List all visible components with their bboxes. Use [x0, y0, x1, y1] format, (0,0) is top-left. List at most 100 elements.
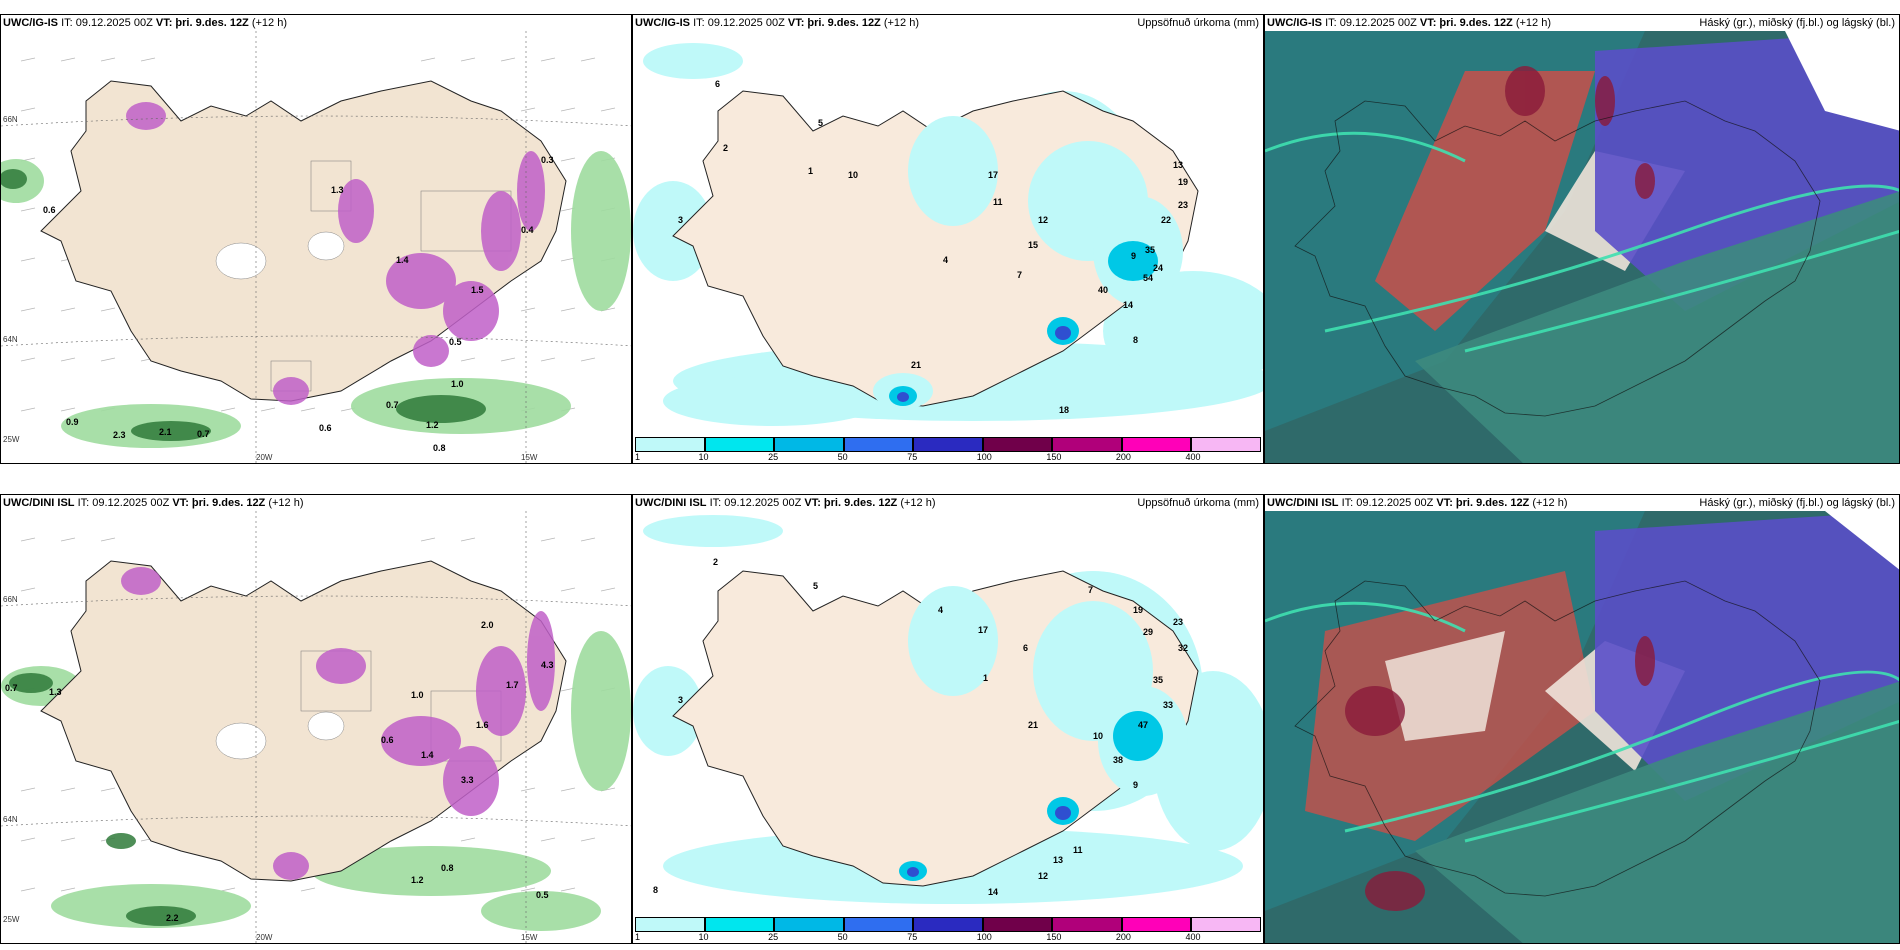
value-label: 3	[678, 695, 684, 705]
colorbar-swatch	[704, 917, 775, 932]
value-label: 6	[1023, 643, 1029, 653]
panel-header: UWC/IG-IS IT: 09.12.2025 00Z VT: þri. 9.…	[1267, 17, 1552, 29]
value-label: 8	[1133, 335, 1139, 345]
colorbar-tick: 400	[1185, 932, 1201, 942]
panel-weather-bottom-left: UWC/DINI ISL IT: 09.12.2025 00Z VT: þri.…	[0, 494, 632, 944]
value-label: 8	[653, 885, 659, 895]
value-label: 33	[1163, 700, 1174, 710]
value-label: 0.6	[43, 205, 56, 215]
colorbar-swatch	[913, 437, 983, 452]
lat-label-66n: 66N	[3, 115, 18, 124]
panel-precip-bottom-middle: UWC/DINI ISL IT: 09.12.2025 00Z VT: þri.…	[632, 494, 1264, 944]
value-label: 14	[1123, 300, 1134, 310]
lat-label-64n: 64N	[3, 815, 18, 824]
value-label: 12	[1038, 215, 1049, 225]
value-label: 35	[1145, 245, 1156, 255]
lon-label-25w: 25W	[3, 435, 20, 444]
value-label: 0.7	[5, 683, 18, 693]
colorbar-tick: 150	[1046, 932, 1062, 942]
colorbar-swatch	[913, 917, 983, 932]
value-label: 0.3	[541, 155, 554, 165]
panel-precip-top-middle: UWC/IG-IS IT: 09.12.2025 00Z VT: þri. 9.…	[632, 14, 1264, 464]
value-label: 10	[848, 170, 859, 180]
colorbar-tick: 100	[976, 932, 992, 942]
panel-weather-top-left: UWC/IG-IS IT: 09.12.2025 00Z VT: þri. 9.…	[0, 14, 632, 464]
value-label: 17	[978, 625, 989, 635]
value-label: 1	[808, 166, 814, 176]
value-label: 7	[1088, 585, 1094, 595]
colorbar-tick: 50	[837, 932, 848, 942]
value-label: 32	[1178, 643, 1189, 653]
colorbar-swatch	[982, 437, 1053, 452]
panel-header: UWC/IG-IS IT: 09.12.2025 00Z VT: þri. 9.…	[3, 17, 288, 29]
value-label: 1.4	[421, 750, 434, 760]
precip-wind-map	[1, 31, 631, 463]
value-label: 1.6	[476, 720, 489, 730]
value-label: 29	[1143, 627, 1154, 637]
colorbar-swatch	[635, 917, 705, 932]
value-label: 2	[713, 557, 719, 567]
panel-title: Háský (gr.), miðský (fj.bl.) og lágský (…	[1699, 17, 1895, 29]
colorbar-tick: 25	[768, 932, 779, 942]
lon-label-25w: 25W	[3, 915, 20, 924]
value-label: 0.7	[386, 400, 399, 410]
colorbar-tick: 200	[1115, 932, 1131, 942]
value-label: 24	[1153, 263, 1164, 273]
colorbar-swatch	[635, 437, 705, 452]
panel-title: Uppsöfnuð úrkoma (mm)	[1137, 497, 1259, 509]
value-label: 7	[1017, 270, 1023, 280]
value-label: 10	[1093, 731, 1104, 741]
value-label: 0.9	[66, 417, 79, 427]
colorbar-swatch	[704, 437, 775, 452]
value-label: 0.7	[197, 429, 210, 439]
value-label: 11	[1073, 845, 1083, 855]
value-label: 19	[1133, 605, 1144, 615]
value-label: 15	[1028, 240, 1039, 250]
colorbar-tick: 25	[768, 452, 779, 462]
colorbar-swatch	[843, 437, 914, 452]
value-label: 35	[1153, 675, 1164, 685]
value-label: 3	[678, 215, 684, 225]
value-label: 9	[1133, 780, 1139, 790]
value-label: 5	[818, 118, 824, 128]
value-label: 1.4	[396, 255, 409, 265]
value-label: 22	[1161, 215, 1172, 225]
panel-header: UWC/DINI ISL IT: 09.12.2025 00Z VT: þri.…	[3, 497, 304, 509]
colorbar-tick: 50	[837, 452, 848, 462]
value-label: 21	[1028, 720, 1039, 730]
value-label: 1.5	[471, 285, 484, 295]
value-label: 2.0	[481, 620, 494, 630]
value-label: 11	[993, 197, 1003, 207]
value-label: 14	[988, 887, 999, 897]
value-label: 38	[1113, 755, 1124, 765]
panel-header: UWC/IG-IS IT: 09.12.2025 00Z VT: þri. 9.…	[635, 17, 920, 29]
value-label: 4.3	[541, 660, 554, 670]
value-label: 0.5	[536, 890, 549, 900]
colorbar-swatch	[1191, 917, 1261, 932]
colorbar-tick: 150	[1046, 452, 1062, 462]
cloud-cover-map	[1265, 31, 1899, 463]
value-label: 1.3	[331, 185, 344, 195]
panel-cloud-bottom-right: UWC/DINI ISL IT: 09.12.2025 00Z VT: þri.…	[1264, 494, 1900, 944]
lat-label-64n: 64N	[3, 335, 18, 344]
lon-label-20w: 20W	[256, 453, 273, 462]
colorbar-swatch	[982, 917, 1053, 932]
colorbar-swatch	[1052, 437, 1122, 452]
value-label: 18	[1059, 405, 1070, 415]
colorbar-tick: 1	[635, 452, 641, 462]
cloud-cover-map	[1265, 511, 1899, 943]
lon-label-15w: 15W	[521, 933, 538, 942]
value-label: 19	[1178, 177, 1189, 187]
colorbar-swatch	[774, 437, 844, 452]
panel-title: Uppsöfnuð úrkoma (mm)	[1137, 17, 1259, 29]
colorbar-tick: 100	[976, 452, 992, 462]
value-label: 4	[943, 255, 949, 265]
colorbar-swatch	[1121, 917, 1192, 932]
value-label: 23	[1173, 617, 1184, 627]
value-label: 5	[813, 581, 819, 591]
value-label: 13	[1173, 160, 1184, 170]
colorbar-tick: 400	[1185, 452, 1201, 462]
value-label: 0.6	[319, 423, 332, 433]
value-label: 1.2	[411, 875, 424, 885]
value-label: 6	[715, 79, 721, 89]
